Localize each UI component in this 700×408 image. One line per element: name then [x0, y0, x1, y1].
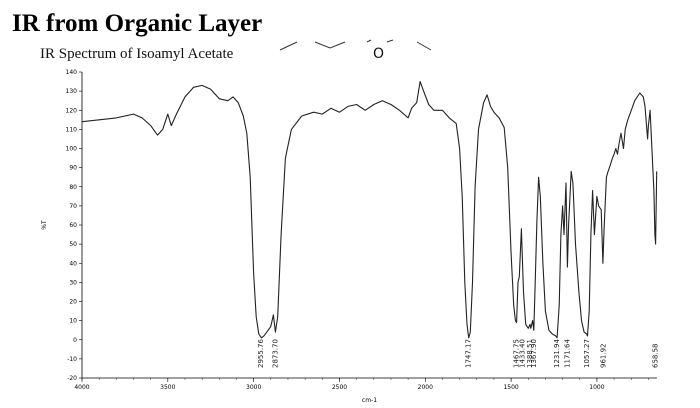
peak-label: 1388.51 — [526, 339, 534, 368]
y-tick-label: 50 — [69, 241, 77, 248]
peak-label: 1433.40 — [519, 339, 527, 368]
y-tick-label: 90 — [69, 165, 77, 172]
peak-label: 1747.17 — [465, 339, 473, 368]
slide-title: IR from Organic Layer — [12, 10, 263, 37]
x-tick-label: 3000 — [246, 384, 261, 391]
y-tick-label: 70 — [69, 203, 77, 210]
y-tick-label: 120 — [66, 107, 78, 114]
y-axis-label: %T — [41, 220, 48, 230]
peak-label: 1231.94 — [553, 339, 561, 368]
chart-title: IR Spectrum of Isoamyl Acetate — [40, 46, 234, 62]
chart-plot — [81, 81, 658, 339]
spectrum-line-0 — [81, 81, 658, 339]
y-tick-label: 20 — [69, 299, 77, 306]
x-tick-label: 1000 — [589, 384, 604, 391]
peak-label: 1171.64 — [563, 339, 571, 368]
peak-label: 1057.27 — [583, 339, 591, 368]
y-tick-label: 40 — [69, 260, 77, 267]
x-tick-label: 2500 — [332, 384, 347, 391]
x-axis-label: cm-1 — [362, 397, 377, 404]
peak-label: 1367.90 — [530, 339, 538, 368]
y-tick-label: 110 — [66, 126, 78, 133]
y-tick-label: 140 — [66, 69, 78, 76]
peak-label: 2873.70 — [271, 339, 279, 368]
y-tick-label: 30 — [69, 279, 77, 286]
y-tick-label: 60 — [69, 222, 77, 229]
peak-label: 961.92 — [599, 344, 607, 369]
structure-oxygen-label: O — [373, 46, 384, 62]
y-tick-label: 0 — [73, 337, 77, 344]
x-tick-label: 1500 — [503, 384, 518, 391]
molecule-structure: O — [279, 39, 432, 62]
y-tick-label: 130 — [66, 88, 78, 95]
x-tick-label: 2000 — [418, 384, 433, 391]
peak-label: 2955.76 — [257, 339, 265, 368]
y-tick-label: 80 — [69, 184, 77, 191]
y-tick-label: 10 — [69, 318, 77, 325]
x-tick-label: 4000 — [74, 384, 89, 391]
y-tick-label: -10 — [67, 356, 77, 363]
peak-label: 1467.75 — [513, 339, 521, 368]
chart-axes: -20 -10 0 10 20 30 40 50 60 70 80 90 100 110 120 130 140… — [66, 69, 657, 391]
peak-label: 658.58 — [652, 344, 660, 369]
y-tick-label: 100 — [66, 146, 78, 153]
x-tick-label: 3500 — [160, 384, 175, 391]
y-tick-label: -20 — [67, 375, 77, 382]
